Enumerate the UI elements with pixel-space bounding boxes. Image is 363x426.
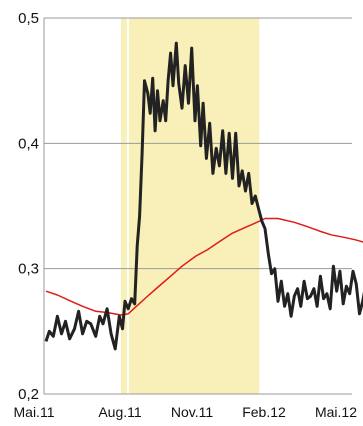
series-line-black (44, 41, 363, 351)
x-tick-label: Mai.12 (315, 404, 357, 420)
series-line-red (45, 217, 363, 316)
x-tick-label: Feb.12 (242, 404, 286, 420)
y-tick-labels: 0,2 0,3 0,4 0,5 (18, 10, 39, 403)
y-tick-label: 0,2 (18, 386, 39, 403)
gridlines (43, 17, 352, 395)
x-tick-label: Mai.11 (14, 404, 55, 420)
y-tick-label: 0,4 (18, 135, 39, 152)
y-tick-label: 0,5 (18, 10, 39, 27)
x-tick-label: Aug.11 (98, 404, 142, 420)
y-tick-label: 0,3 (18, 261, 39, 278)
x-tick-label: Nov.11 (171, 404, 213, 420)
x-tick-labels: Mai.11 Aug.11 Nov.11 Feb.12 Mai.12 (14, 404, 358, 420)
series-lines (44, 41, 363, 351)
highlight-band-slit (126, 18, 129, 394)
